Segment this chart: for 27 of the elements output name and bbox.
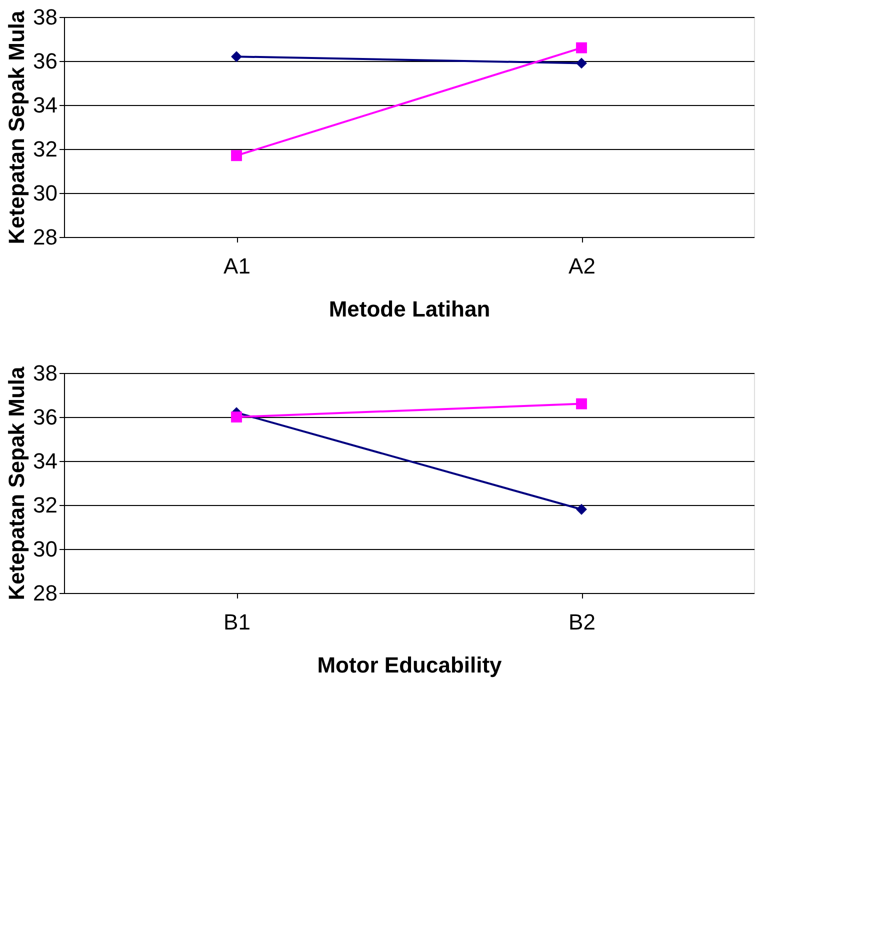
point: [576, 58, 587, 69]
x-tick-label: A2: [568, 254, 596, 278]
point: [231, 150, 242, 162]
y-axis-title: Ketepatan Sepak Mula: [4, 10, 30, 244]
x-tick-label: A1: [224, 254, 250, 278]
y-tick-label: 36: [33, 404, 58, 430]
y-tick-label: 34: [33, 448, 58, 474]
point: [231, 51, 242, 62]
x-axis-title: Motor Educability: [317, 652, 503, 678]
y-tick-label: 36: [33, 48, 58, 74]
x-tick-label: B1: [224, 610, 250, 634]
x-tick-label: B2: [568, 610, 596, 634]
y-tick-label: 30: [33, 180, 58, 206]
point: [576, 42, 587, 54]
y-tick-label: 28: [33, 224, 58, 250]
point: [576, 504, 587, 515]
y-axis-title: Ketepatan Sepak Mula: [4, 366, 30, 600]
y-tick-label: 30: [33, 536, 58, 562]
y-tick-label: 38: [33, 360, 58, 386]
y-tick-label: 32: [33, 492, 58, 518]
point: [576, 398, 587, 410]
y-tick-label: 32: [33, 136, 58, 162]
y-tick-label: 38: [33, 4, 58, 30]
y-tick-label: 28: [33, 580, 58, 606]
x-axis-title: Metode Latihan: [328, 296, 490, 322]
y-tick-label: 34: [33, 92, 58, 118]
point: [231, 412, 242, 422]
